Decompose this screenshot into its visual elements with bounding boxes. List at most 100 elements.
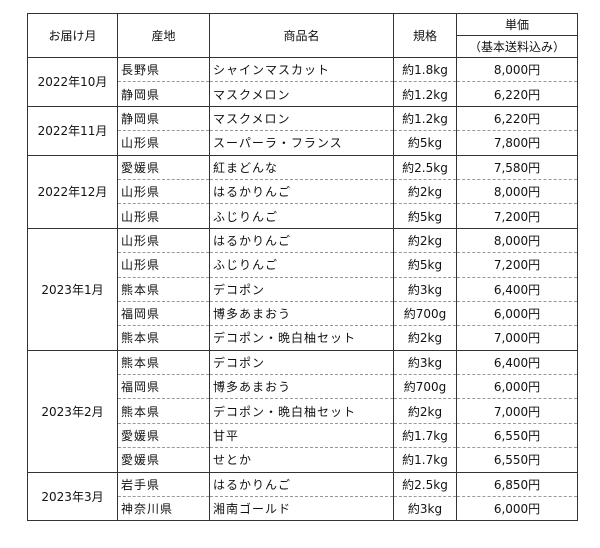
price-cell: 7,800円 [456,130,578,156]
table-row: 愛媛県 せとか 約1.7kg 6,550円 [28,447,578,473]
delivery-month: 2022年10月 [27,57,118,107]
price-cell: 8,000円 [456,227,578,253]
origin-cell: 山形県 [117,203,210,229]
size-cell: 約2.5kg [393,471,457,497]
product-schedule-table: お届け月 産地 商品名 規格 単価 （基本送料込み） 2022年10月 長野県 シャ… [27,13,578,522]
price-cell: 6,400円 [456,349,578,375]
size-cell: 約5kg [393,130,457,156]
product-cell: ふじりんご [209,203,394,229]
table-row: 神奈川県 湘南ゴールド 約3kg 6,000円 [28,496,578,522]
product-cell: デコポン・晩白柚セット [209,398,394,424]
origin-cell: 福岡県 [117,300,210,326]
price-cell: 6,000円 [456,496,578,522]
table-row: 山形県 スーパーラ・フランス 約5kg 7,800円 [28,130,578,156]
price-cell: 6,220円 [456,81,578,107]
product-cell: はるかりんご [209,227,394,253]
origin-cell: 福岡県 [117,374,210,399]
size-cell: 約2.5kg [393,154,457,180]
delivery-month: 2023年3月 [27,471,118,522]
table-row: 熊本県 デコポン 約3kg 6,400円 [28,276,578,302]
origin-cell: 山形県 [117,178,210,204]
header-month: お届け月 [27,13,118,58]
origin-cell: 静岡県 [117,81,210,107]
size-cell: 約3kg [393,496,457,522]
size-cell: 約1.2kg [393,105,457,131]
price-cell: 8,000円 [456,56,578,82]
table-row: 2022年10月 長野県 シャインマスカット 約1.8kg 8,000円 [27,56,578,107]
size-cell: 約3kg [393,276,457,302]
product-cell: デコポン・晩白柚セット [209,325,394,351]
size-cell: 約5kg [393,203,457,229]
header-origin: 産地 [117,13,210,58]
origin-cell: 熊本県 [117,325,210,351]
price-cell: 6,220円 [456,105,578,131]
price-cell: 7,000円 [456,398,578,424]
price-cell: 7,200円 [456,252,578,278]
product-cell: スーパーラ・フランス [209,130,394,156]
header-price-note: （基本送料込み） [456,35,578,58]
size-cell: 約700g [393,300,457,326]
delivery-month: 2022年12月 [27,154,118,229]
table-row: 愛媛県 甘平 約1.7kg 6,550円 [28,422,578,448]
table-row: 山形県 ふじりんご 約5kg 7,200円 [28,252,578,278]
price-cell: 6,850円 [456,471,578,497]
product-cell: はるかりんご [209,178,394,204]
origin-cell: 熊本県 [117,276,210,302]
table-row: 福岡県 博多あまおう 約700g 6,000円 [28,374,578,399]
product-cell: 紅まどんな [209,154,394,180]
price-cell: 6,400円 [456,276,578,302]
table-row: 福岡県 博多あまおう 約700g 6,000円 [28,300,578,326]
product-cell: せとか [209,447,394,473]
delivery-month: 2023年1月 [27,227,118,351]
origin-cell: 山形県 [117,130,210,156]
product-cell: はるかりんご [209,471,394,497]
product-cell: デコポン [209,276,394,302]
origin-cell: 山形県 [117,227,210,253]
table-row: 2023年2月 熊本県 デコポン 約3kg 6,400円 [27,349,578,473]
product-cell: 甘平 [209,422,394,448]
table-row: 静岡県 マスクメロン 約1.2kg 6,220円 [28,81,578,107]
table-row: 山形県 はるかりんご 約2kg 8,000円 [28,178,578,204]
table-row: 2023年1月 山形県 はるかりんご 約2kg 8,000円 [27,227,578,351]
origin-cell: 山形県 [117,252,210,278]
origin-cell: 愛媛県 [117,447,210,473]
origin-cell: 熊本県 [117,349,210,375]
price-cell: 7,200円 [456,203,578,229]
table-row: 熊本県 デコポン・晩白柚セット 約2kg 7,000円 [28,325,578,351]
origin-cell: 愛媛県 [117,154,210,180]
size-cell: 約2kg [393,178,457,204]
table-row: 熊本県 デコポン・晩白柚セット 約2kg 7,000円 [28,398,578,424]
origin-cell: 静岡県 [117,105,210,131]
price-cell: 8,000円 [456,178,578,204]
product-cell: 博多あまおう [209,300,394,326]
price-cell: 6,000円 [456,374,578,399]
origin-cell: 愛媛県 [117,422,210,448]
price-cell: 6,550円 [456,422,578,448]
size-cell: 約2kg [393,398,457,424]
size-cell: 約1.2kg [393,81,457,107]
size-cell: 約700g [393,374,457,399]
product-cell: ふじりんご [209,252,394,278]
origin-cell: 神奈川県 [117,496,210,522]
table-row: 2023年3月 岩手県 はるかりんご 約2.5kg 6,850円 [27,471,578,522]
price-cell: 7,580円 [456,154,578,180]
delivery-month: 2023年2月 [27,349,118,473]
table-row: 2022年11月 静岡県 マスクメロン 約1.2kg 6,220円 [27,105,578,156]
size-cell: 約2kg [393,227,457,253]
product-cell: マスクメロン [209,105,394,131]
header-price: 単価 [456,13,578,36]
size-cell: 約5kg [393,252,457,278]
product-cell: シャインマスカット [209,56,394,82]
price-cell: 7,000円 [456,325,578,351]
price-cell: 6,000円 [456,300,578,326]
price-cell: 6,550円 [456,447,578,473]
size-cell: 約2kg [393,325,457,351]
size-cell: 約1.8kg [393,56,457,82]
origin-cell: 熊本県 [117,398,210,424]
product-cell: マスクメロン [209,81,394,107]
delivery-month: 2022年11月 [27,105,118,156]
origin-cell: 岩手県 [117,471,210,497]
size-cell: 約1.7kg [393,422,457,448]
origin-cell: 長野県 [117,56,210,82]
product-cell: 湘南ゴールド [209,496,394,522]
